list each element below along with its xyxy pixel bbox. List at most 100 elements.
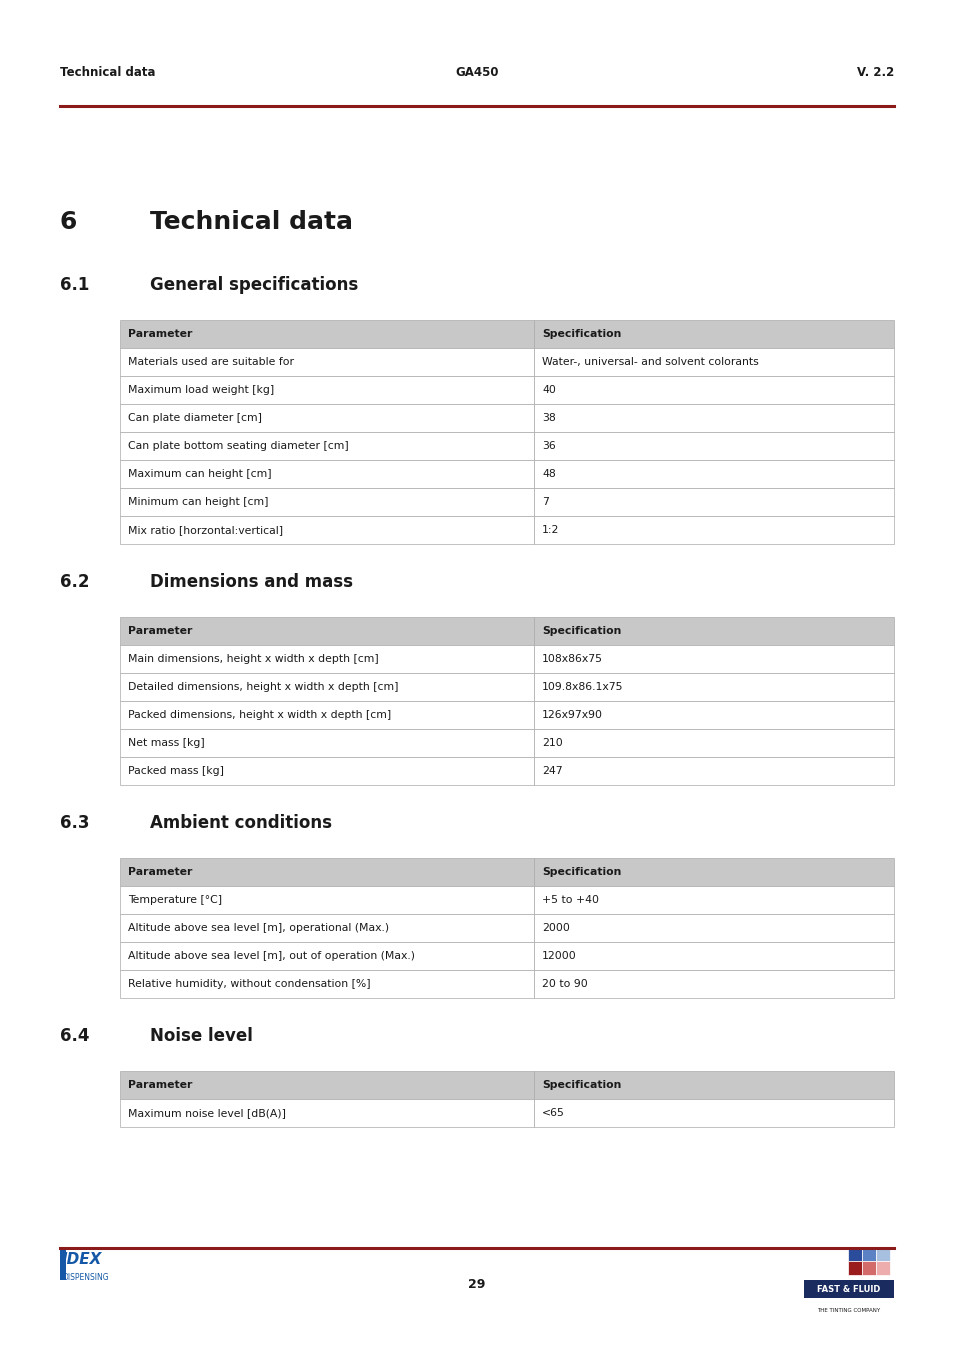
Text: 2000: 2000: [541, 923, 569, 933]
Text: 6.2: 6.2: [60, 572, 90, 591]
Text: Maximum noise level [dB(A)]: Maximum noise level [dB(A)]: [128, 1108, 286, 1118]
Text: Minimum can height [cm]: Minimum can height [cm]: [128, 497, 268, 508]
Bar: [534, 432, 893, 460]
Text: IDEX: IDEX: [62, 1253, 102, 1268]
Text: Packed mass [kg]: Packed mass [kg]: [128, 765, 224, 776]
Text: 108x86x75: 108x86x75: [541, 653, 602, 664]
Text: <65: <65: [541, 1108, 564, 1118]
Bar: [534, 645, 893, 674]
Text: Altitude above sea level [m], out of operation (Max.): Altitude above sea level [m], out of ope…: [128, 950, 415, 961]
Bar: [534, 617, 893, 645]
Bar: [534, 971, 893, 998]
Text: Technical data: Technical data: [150, 211, 353, 234]
Text: DISPENSING: DISPENSING: [62, 1273, 109, 1282]
Text: Specification: Specification: [541, 329, 620, 339]
Text: Specification: Specification: [541, 867, 620, 878]
Text: Parameter: Parameter: [128, 1080, 193, 1089]
Bar: [120, 886, 534, 914]
Text: Net mass [kg]: Net mass [kg]: [128, 738, 205, 748]
Text: Ambient conditions: Ambient conditions: [150, 814, 332, 832]
Bar: [120, 701, 534, 729]
Text: 126x97x90: 126x97x90: [541, 710, 602, 720]
Text: Specification: Specification: [541, 626, 620, 636]
Bar: [534, 516, 893, 544]
Text: 12000: 12000: [541, 950, 577, 961]
Bar: [120, 320, 534, 348]
Text: 6.4: 6.4: [60, 1027, 90, 1045]
Text: THE TINTING COMPANY: THE TINTING COMPANY: [817, 1308, 880, 1312]
Text: Maximum load weight [kg]: Maximum load weight [kg]: [128, 385, 274, 396]
Text: 247: 247: [541, 765, 562, 776]
Text: Altitude above sea level [m], operational (Max.): Altitude above sea level [m], operationa…: [128, 923, 389, 933]
Bar: [120, 1071, 534, 1099]
Text: General specifications: General specifications: [150, 275, 358, 294]
Text: Specification: Specification: [541, 1080, 620, 1089]
Bar: [534, 886, 893, 914]
Bar: [120, 460, 534, 487]
Bar: [120, 859, 534, 886]
Text: 40: 40: [541, 385, 556, 396]
Bar: [534, 701, 893, 729]
Bar: [120, 914, 534, 942]
Bar: [862, 1261, 875, 1274]
Bar: [534, 914, 893, 942]
Text: Temperature [°C]: Temperature [°C]: [128, 895, 222, 905]
Bar: [120, 645, 534, 674]
Bar: [534, 404, 893, 432]
Text: Materials used are suitable for: Materials used are suitable for: [128, 356, 294, 367]
Bar: [120, 487, 534, 516]
Bar: [534, 377, 893, 404]
Bar: [534, 1099, 893, 1127]
Text: 6.1: 6.1: [60, 275, 90, 294]
Bar: [120, 404, 534, 432]
Bar: [534, 487, 893, 516]
Bar: [534, 859, 893, 886]
Bar: [534, 1071, 893, 1099]
Bar: [803, 1280, 893, 1297]
Text: 48: 48: [541, 468, 556, 479]
Bar: [534, 729, 893, 757]
Text: 29: 29: [468, 1278, 485, 1292]
Text: FAST & FLUID: FAST & FLUID: [817, 1284, 880, 1293]
Text: Parameter: Parameter: [128, 626, 193, 636]
Text: 1:2: 1:2: [541, 525, 558, 535]
Bar: [120, 617, 534, 645]
Text: Packed dimensions, height x width x depth [cm]: Packed dimensions, height x width x dept…: [128, 710, 391, 720]
Text: 6.3: 6.3: [60, 814, 90, 832]
Bar: [120, 432, 534, 460]
Text: 38: 38: [541, 413, 556, 423]
Bar: [534, 320, 893, 348]
Bar: [120, 757, 534, 784]
Bar: [847, 1247, 862, 1261]
Text: 7: 7: [541, 497, 548, 508]
Bar: [534, 757, 893, 784]
Text: Main dimensions, height x width x depth [cm]: Main dimensions, height x width x depth …: [128, 653, 378, 664]
Text: Dimensions and mass: Dimensions and mass: [150, 572, 353, 591]
Text: 210: 210: [541, 738, 562, 748]
Text: GA450: GA450: [455, 66, 498, 78]
Text: 36: 36: [541, 441, 556, 451]
Text: Can plate bottom seating diameter [cm]: Can plate bottom seating diameter [cm]: [128, 441, 349, 451]
Bar: [120, 674, 534, 701]
Text: Technical data: Technical data: [60, 66, 155, 78]
Text: Noise level: Noise level: [150, 1027, 253, 1045]
Text: Maximum can height [cm]: Maximum can height [cm]: [128, 468, 272, 479]
Bar: [862, 1247, 875, 1261]
Text: Detailed dimensions, height x width x depth [cm]: Detailed dimensions, height x width x de…: [128, 682, 398, 693]
Text: 20 to 90: 20 to 90: [541, 979, 587, 990]
Bar: [120, 377, 534, 404]
Text: Parameter: Parameter: [128, 329, 193, 339]
Bar: [875, 1261, 889, 1274]
Text: Mix ratio [horzontal:vertical]: Mix ratio [horzontal:vertical]: [128, 525, 283, 535]
Text: Relative humidity, without condensation [%]: Relative humidity, without condensation …: [128, 979, 370, 990]
Text: Can plate diameter [cm]: Can plate diameter [cm]: [128, 413, 262, 423]
Text: +5 to +40: +5 to +40: [541, 895, 598, 905]
Bar: [534, 460, 893, 487]
Bar: [120, 348, 534, 377]
Bar: [120, 942, 534, 971]
Bar: [875, 1247, 889, 1261]
Bar: [120, 1099, 534, 1127]
Text: Parameter: Parameter: [128, 867, 193, 878]
Text: Water-, universal- and solvent colorants: Water-, universal- and solvent colorants: [541, 356, 758, 367]
Bar: [534, 674, 893, 701]
